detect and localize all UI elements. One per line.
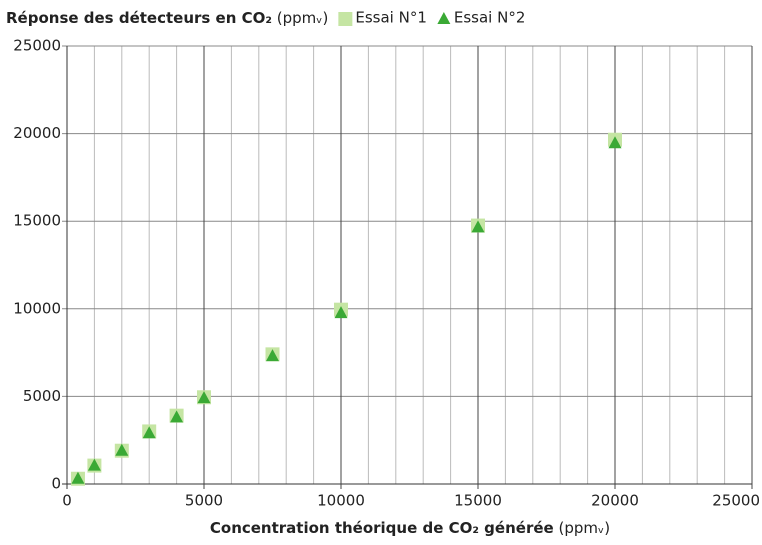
- x-tick-label: 20000: [591, 492, 639, 510]
- point-triangle: [437, 12, 451, 24]
- x-tick-label: 15000: [454, 492, 502, 510]
- x-tick-label: 5000: [185, 492, 223, 510]
- x-axis-label: Concentration théorique de CO₂ générée (…: [210, 519, 610, 537]
- chart-title: Réponse des détecteurs en CO₂ (ppmᵥ): [6, 9, 328, 27]
- point-triangle: [471, 220, 485, 233]
- y-tick-label: 15000: [13, 212, 61, 230]
- point-triangle: [142, 426, 156, 439]
- y-tick-label: 0: [51, 475, 61, 493]
- y-tick-label: 20000: [13, 124, 61, 142]
- y-tick-label: 25000: [13, 37, 61, 55]
- grid: [62, 45, 753, 489]
- x-tick-label: 25000: [712, 492, 760, 510]
- xlabel-unit: (ppmᵥ): [558, 519, 610, 537]
- legend-label: Essai N°1: [355, 9, 427, 27]
- title-text: Réponse des détecteurs en CO₂: [6, 9, 272, 27]
- point-triangle: [197, 391, 211, 404]
- point-triangle: [608, 136, 622, 149]
- point-triangle: [334, 306, 348, 319]
- x-tick-label: 10000: [317, 492, 365, 510]
- point-square: [338, 12, 353, 26]
- point-triangle: [266, 349, 279, 362]
- point-triangle: [115, 443, 129, 456]
- point-triangle: [170, 410, 184, 423]
- title-unit: (ppmᵥ): [277, 9, 329, 27]
- y-tick-label: 10000: [13, 299, 61, 317]
- y-tick-label: 5000: [23, 387, 61, 405]
- x-tick-label: 0: [62, 492, 72, 510]
- point-triangle: [71, 471, 85, 484]
- series: [71, 136, 622, 484]
- legend-label: Essai N°2: [454, 9, 526, 27]
- legend: Essai N°1 Essai N°2: [338, 9, 525, 27]
- point-triangle: [87, 458, 101, 471]
- xlabel-text: Concentration théorique de CO₂ générée: [210, 519, 554, 537]
